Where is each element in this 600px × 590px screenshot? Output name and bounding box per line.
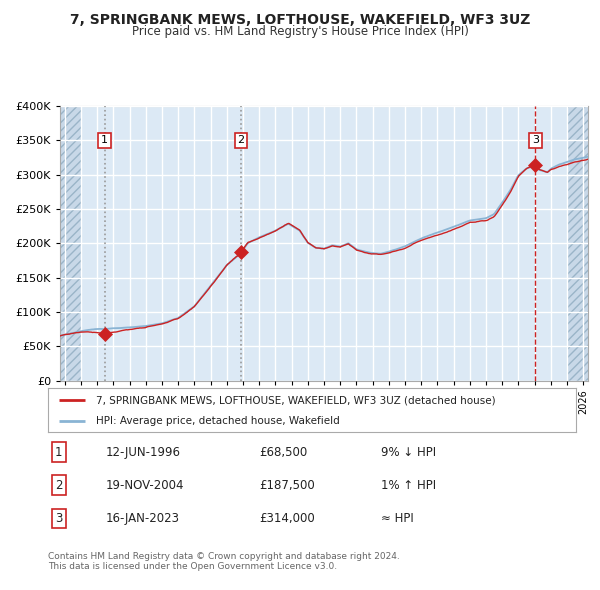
Text: 7, SPRINGBANK MEWS, LOFTHOUSE, WAKEFIELD, WF3 3UZ (detached house): 7, SPRINGBANK MEWS, LOFTHOUSE, WAKEFIELD… [95, 395, 495, 405]
Text: 9% ↓ HPI: 9% ↓ HPI [380, 445, 436, 459]
Text: 19-NOV-2004: 19-NOV-2004 [106, 478, 185, 492]
Text: 2: 2 [55, 478, 62, 492]
Text: 16-JAN-2023: 16-JAN-2023 [106, 512, 180, 525]
Bar [567, 106, 588, 381]
Text: £187,500: £187,500 [259, 478, 315, 492]
Text: 3: 3 [55, 512, 62, 525]
Text: 2: 2 [238, 136, 245, 146]
Text: £68,500: £68,500 [259, 445, 307, 459]
Bar [60, 106, 81, 381]
Text: 1: 1 [55, 445, 62, 459]
Bar [567, 106, 588, 381]
Text: 12-JUN-1996: 12-JUN-1996 [106, 445, 181, 459]
Text: 1: 1 [101, 136, 108, 146]
Text: ≈ HPI: ≈ HPI [380, 512, 413, 525]
Text: Contains HM Land Registry data © Crown copyright and database right 2024.
This d: Contains HM Land Registry data © Crown c… [48, 552, 400, 571]
Bar [60, 106, 81, 381]
Text: Price paid vs. HM Land Registry's House Price Index (HPI): Price paid vs. HM Land Registry's House … [131, 25, 469, 38]
Text: £314,000: £314,000 [259, 512, 315, 525]
Text: 7, SPRINGBANK MEWS, LOFTHOUSE, WAKEFIELD, WF3 3UZ: 7, SPRINGBANK MEWS, LOFTHOUSE, WAKEFIELD… [70, 13, 530, 27]
Text: HPI: Average price, detached house, Wakefield: HPI: Average price, detached house, Wake… [95, 416, 339, 426]
Text: 3: 3 [532, 136, 539, 146]
Text: 1% ↑ HPI: 1% ↑ HPI [380, 478, 436, 492]
